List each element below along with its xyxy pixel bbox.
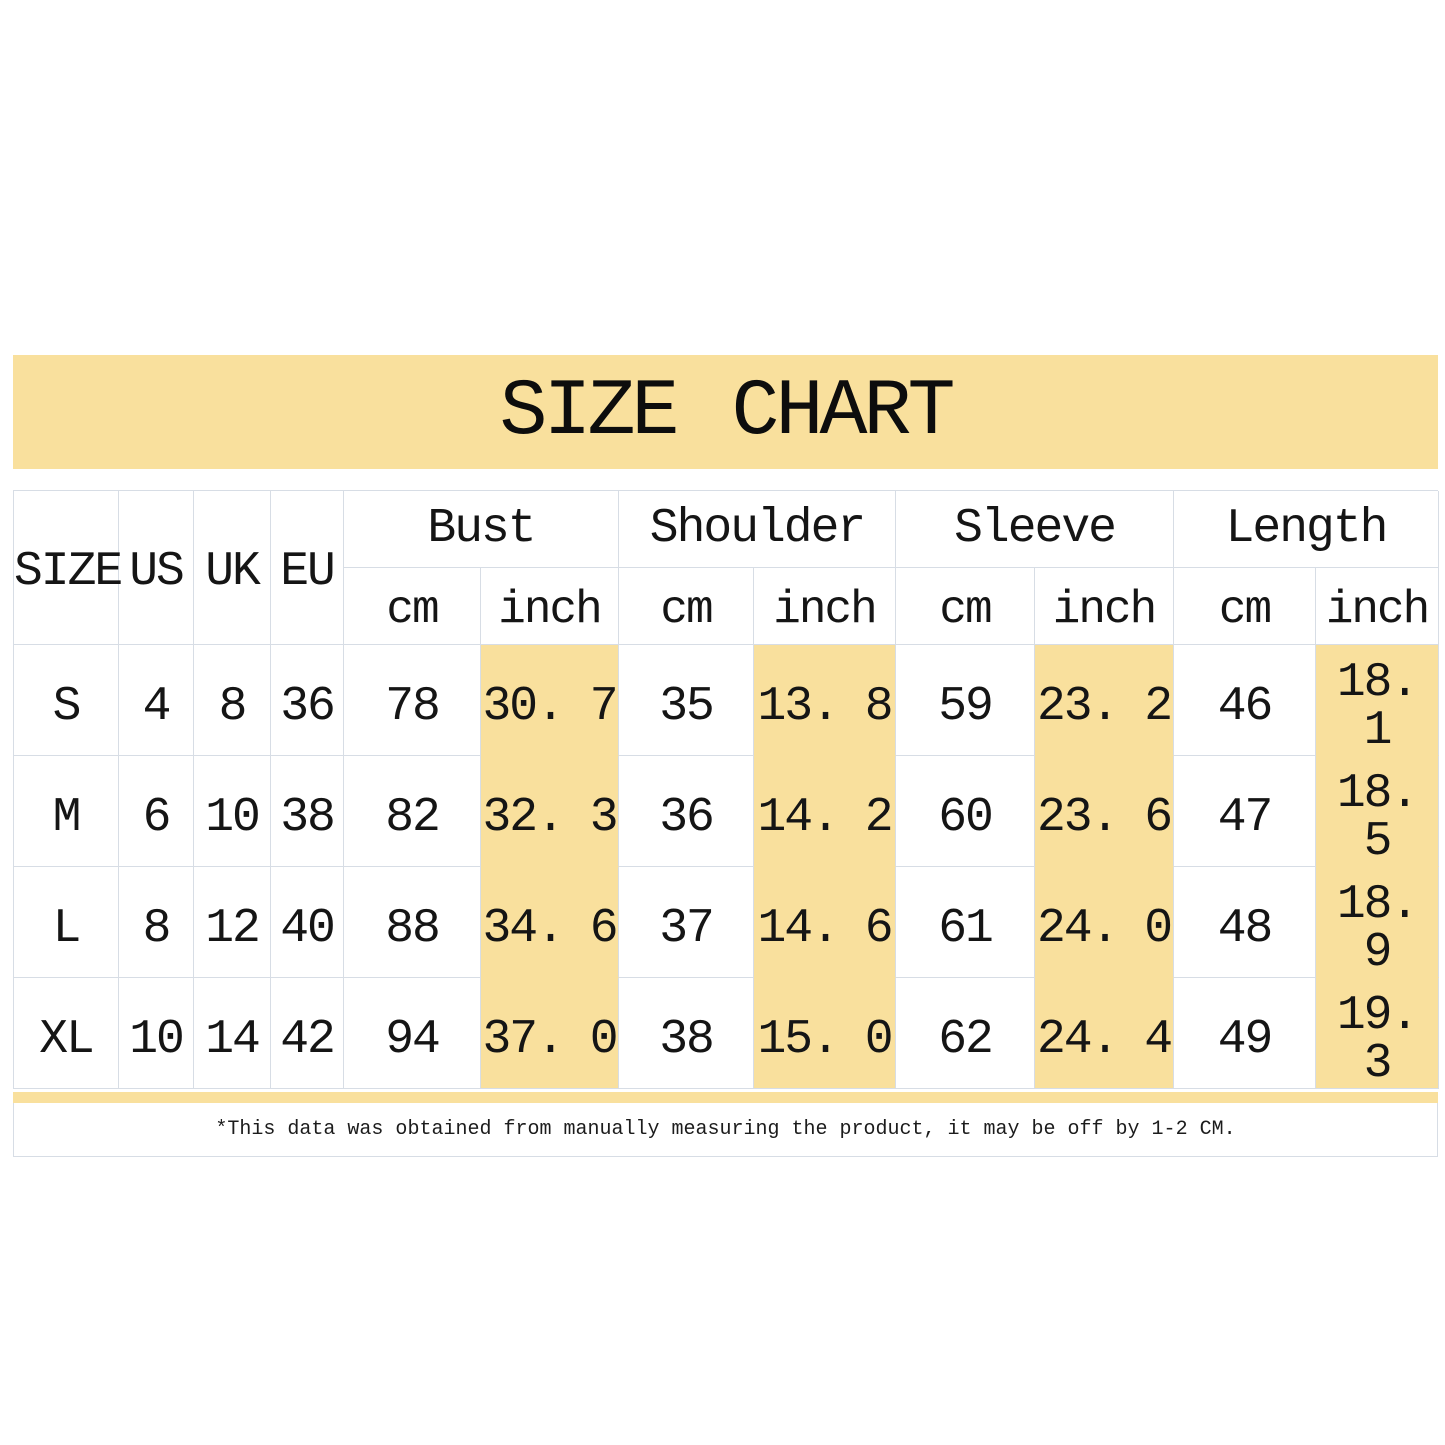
header-us: US <box>119 491 194 645</box>
table-cell-highlight: 18. 9 <box>1316 867 1440 978</box>
table-cell-highlight: 15. 0 <box>754 978 896 1089</box>
table-cell: 42 <box>271 978 344 1089</box>
header-uk: UK <box>194 491 271 645</box>
table-cell-highlight: 13. 8 <box>754 645 896 756</box>
table-cell: 38 <box>271 756 344 867</box>
table-cell: XL <box>14 978 119 1089</box>
table-cell: 10 <box>194 756 271 867</box>
table-cell: 14 <box>194 978 271 1089</box>
header-size: SIZE <box>14 491 123 645</box>
table-header-row-units: cm inch cm inch cm inch cm inch <box>14 568 1440 645</box>
table-cell: 88 <box>344 867 481 978</box>
table-cell-highlight: 37. 0 <box>481 978 619 1089</box>
table-cell: 38 <box>619 978 754 1089</box>
table-cell: 10 <box>119 978 194 1089</box>
size-table-wrapper: SIZE US UK EU Bust Shoulder Sleeve Lengt… <box>13 490 1440 1089</box>
table-cell: 94 <box>344 978 481 1089</box>
table-cell: 35 <box>619 645 754 756</box>
table-cell: 60 <box>896 756 1035 867</box>
table-row-s: S 4 8 36 78 30. 7 35 13. 8 59 23. 2 46 1… <box>14 645 1440 756</box>
header-shoulder-cm: cm <box>619 568 754 645</box>
table-cell: 47 <box>1174 756 1317 867</box>
table-cell-highlight: 14. 2 <box>754 756 896 867</box>
table-cell: M <box>14 756 119 867</box>
header-bust-cm: cm <box>344 568 481 645</box>
table-cell: 62 <box>896 978 1035 1089</box>
table-cell: 4 <box>119 645 194 756</box>
header-shoulder: Shoulder <box>619 491 896 568</box>
header-sleeve-inch: inch <box>1035 568 1175 645</box>
size-chart-content: SIZE CHART SIZE US UK EU Bust Shoulder <box>13 355 1440 1157</box>
header-eu: EU <box>271 491 344 645</box>
page-title: SIZE CHART <box>499 366 955 458</box>
table-cell: S <box>14 645 119 756</box>
table-cell: 61 <box>896 867 1035 978</box>
header-bust-inch: inch <box>481 568 619 645</box>
table-cell: 6 <box>119 756 194 867</box>
table-cell-highlight: 23. 6 <box>1035 756 1175 867</box>
table-cell-highlight: 24. 0 <box>1035 867 1175 978</box>
table-cell: 48 <box>1174 867 1317 978</box>
table-cell: 40 <box>271 867 344 978</box>
table-cell-highlight: 14. 6 <box>754 867 896 978</box>
table-cell: 8 <box>119 867 194 978</box>
header-shoulder-inch: inch <box>754 568 896 645</box>
table-cell: L <box>14 867 119 978</box>
header-sleeve-cm: cm <box>896 568 1035 645</box>
footnote-box: *This data was obtained from manually me… <box>13 1103 1438 1157</box>
table-row-xl: XL 10 14 42 94 37. 0 38 15. 0 62 24. 4 4… <box>14 978 1440 1089</box>
table-cell-highlight: 32. 3 <box>481 756 619 867</box>
table-cell-highlight: 30. 7 <box>481 645 619 756</box>
table-cell: 49 <box>1174 978 1317 1089</box>
title-banner: SIZE CHART <box>13 355 1438 469</box>
table-header-row-groups: SIZE US UK EU Bust Shoulder Sleeve Lengt… <box>14 491 1440 645</box>
header-sleeve: Sleeve <box>896 491 1175 568</box>
header-length: Length <box>1174 491 1440 568</box>
table-cell-highlight: 34. 6 <box>481 867 619 978</box>
table-row-m: M 6 10 38 82 32. 3 36 14. 2 60 23. 6 47 … <box>14 756 1440 867</box>
table-cell-highlight: 19. 3 <box>1316 978 1440 1089</box>
table-cell: 82 <box>344 756 481 867</box>
table-cell: 36 <box>619 756 754 867</box>
header-length-cm: cm <box>1174 568 1317 645</box>
header-bust: Bust <box>344 491 619 568</box>
header-length-inch: inch <box>1316 568 1440 645</box>
table-cell: 12 <box>194 867 271 978</box>
size-table: SIZE US UK EU Bust Shoulder Sleeve Lengt… <box>14 491 1440 1089</box>
table-cell-highlight: 23. 2 <box>1035 645 1175 756</box>
table-cell-highlight: 24. 4 <box>1035 978 1175 1089</box>
table-cell: 78 <box>344 645 481 756</box>
table-cell-highlight: 18. 1 <box>1316 645 1440 756</box>
table-cell: 46 <box>1174 645 1317 756</box>
table-cell: 8 <box>194 645 271 756</box>
table-row-l: L 8 12 40 88 34. 6 37 14. 6 61 24. 0 48 … <box>14 867 1440 978</box>
table-cell: 36 <box>271 645 344 756</box>
table-cell-highlight: 18. 5 <box>1316 756 1440 867</box>
footnote-text: *This data was obtained from manually me… <box>215 1118 1236 1141</box>
table-cell: 37 <box>619 867 754 978</box>
table-cell: 59 <box>896 645 1035 756</box>
yellow-divider-bar <box>13 1092 1438 1103</box>
